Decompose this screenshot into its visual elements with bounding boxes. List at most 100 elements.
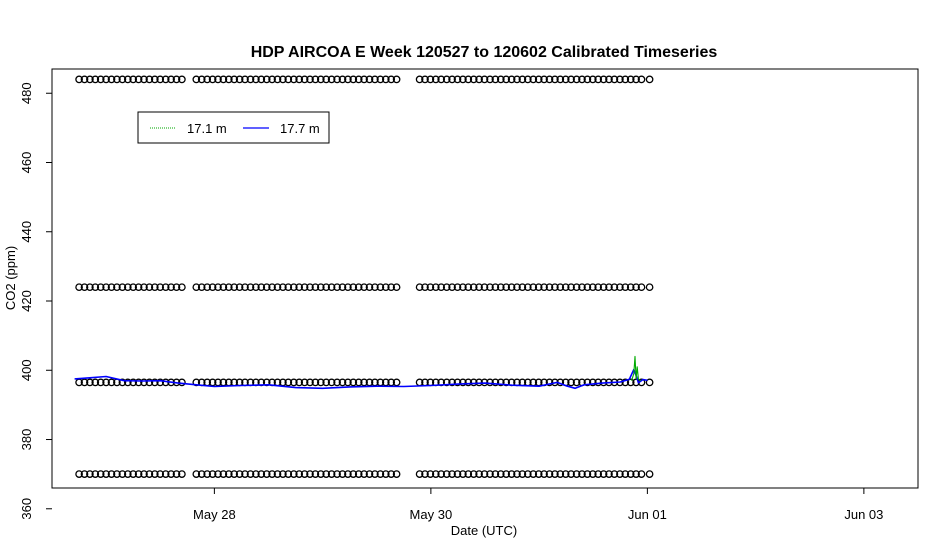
calibration-point [118,75,127,84]
calibration-point [453,378,462,387]
calibration-point [156,470,165,478]
calibration-point [338,470,347,478]
x-tick-label: Jun 01 [628,507,667,522]
calibration-point [513,75,521,84]
calibration-point [86,378,94,387]
calibration-point [257,75,266,84]
calibration-point [637,283,646,292]
calibration-point [107,75,116,84]
y-tick-label: 400 [19,359,34,381]
calibration-point [150,378,159,387]
calibration-point [475,75,483,84]
calibration-point [134,378,143,387]
calibration-point [311,75,320,84]
calibration-point [496,283,505,292]
calibration-point [534,470,543,478]
calibration-point [459,378,467,387]
calibration-point [224,470,233,478]
series-layer [74,355,648,390]
calibration-point [300,283,309,292]
calibration-point [626,283,635,292]
calibration-point [178,470,186,478]
calibration-point [344,75,352,84]
calibration-point [214,283,222,292]
calibration-point [437,75,446,84]
calibration-point [214,75,222,84]
calibration-point [102,470,110,478]
calibration-point [392,378,401,387]
calibration-point [262,75,271,84]
calibration-point [246,75,255,84]
calibration-point [588,470,597,478]
calibration-point [431,75,440,84]
calibration-point [551,283,559,292]
y-tick-label: 440 [19,221,34,243]
calibration-point [556,75,565,84]
calibration-point [107,283,116,292]
calibration-point [273,283,282,292]
calibration-point [150,75,159,84]
calibration-point [75,283,83,292]
calibration-point [523,283,532,292]
calibration-point [161,470,170,478]
calibration-point [469,75,478,84]
calibration-point [426,470,435,478]
calibration-point [502,378,511,387]
calibration-point [224,75,233,84]
calibration-point [322,378,331,387]
calibration-point [448,283,456,292]
x-tick-label: May 30 [410,507,453,522]
calibration-point [621,470,630,478]
y-axis-label: CO2 (ppm) [3,246,18,310]
calibration-point [583,470,592,478]
calibration-point [545,75,554,84]
calibration-point [645,378,654,387]
calibration-point [365,470,374,478]
calibration-point [442,75,451,84]
calibration-point [426,283,435,292]
calibration-point [178,75,186,84]
calibration-point [230,470,239,478]
calibration-point [349,378,358,387]
calibration-point [421,283,429,292]
calibration-point [387,75,396,84]
calibration-point [349,75,358,84]
calibration-point [192,75,201,84]
calibration-point [279,283,287,292]
calibration-point [599,75,608,84]
calibration-point [567,283,575,292]
calibration-point [80,470,89,478]
calibration-point [599,470,608,478]
calibration-point [459,75,467,84]
calibration-point [583,378,592,387]
calibration-point [295,470,304,478]
calibration-point [486,378,494,387]
calibration-point [208,470,217,478]
calibration-point [626,470,635,478]
calibration-point [80,75,89,84]
calibration-point [208,283,217,292]
calibration-point [145,470,154,478]
calibration-point [316,470,325,478]
calibration-point [567,75,575,84]
calibration-point [381,470,390,478]
calibration-point [107,470,116,478]
calibration-point [306,470,314,478]
calibration-point [134,283,143,292]
calibration-point [311,283,320,292]
legend: 17.1 m 17.7 m [137,111,330,144]
calibration-point [316,75,325,84]
calibration-point [491,378,500,387]
calibration-point [344,283,352,292]
calibration-point [333,470,341,478]
calibration-point [594,470,603,478]
calibration-point [197,283,206,292]
calibration-point [496,75,505,84]
calibration-point [534,283,543,292]
calibration-point [371,75,379,84]
calibration-point [279,470,287,478]
calibration-point [529,470,538,478]
calibration-point [118,378,127,387]
calibration-point [75,75,83,84]
calibration-point [561,75,570,84]
